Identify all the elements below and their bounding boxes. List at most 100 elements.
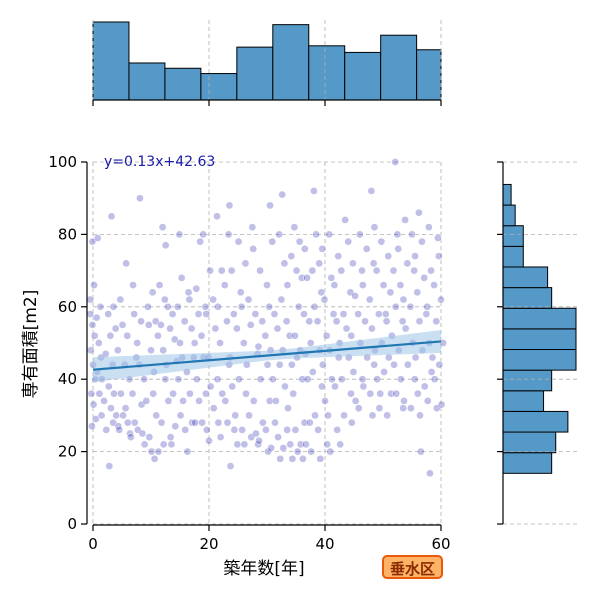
scatter-point: [90, 281, 98, 289]
scatter-point: [155, 281, 164, 289]
scatter-point: [194, 310, 203, 318]
y-histogram-bar: [502, 349, 577, 371]
scatter-point: [301, 245, 309, 253]
scatter-point: [325, 230, 333, 239]
scatter-point: [399, 295, 408, 304]
y-histogram-bar: [502, 225, 524, 247]
scatter-point: [392, 389, 401, 398]
scatter-point: [411, 353, 420, 362]
scatter-point: [107, 212, 116, 221]
x-histogram-bar: [236, 46, 274, 101]
scatter-points: [86, 158, 448, 478]
scatter-point: [334, 252, 343, 260]
y-histogram-bar: [502, 245, 524, 268]
scatter-point: [434, 234, 442, 242]
scatter-point: [320, 295, 329, 304]
scatter-point: [159, 346, 167, 355]
scatter-point: [183, 447, 192, 456]
scatter-point: [397, 375, 405, 384]
scatter-point: [365, 295, 374, 304]
scatter-point: [415, 317, 424, 326]
scatter-point: [351, 292, 359, 300]
scatter-point: [144, 321, 153, 329]
scatter-point: [90, 331, 99, 340]
scatter-point: [300, 310, 308, 318]
scatter-point: [88, 321, 97, 329]
scatter-point: [338, 375, 346, 384]
scatter-point: [209, 404, 218, 413]
scatter-point: [326, 447, 335, 456]
scatter-point: [173, 302, 182, 311]
scatter-point: [255, 436, 263, 445]
scatter-point: [180, 317, 189, 326]
scatter-point: [110, 389, 118, 398]
scatter-point: [193, 375, 201, 384]
scatter-point: [341, 216, 349, 224]
scatter-point: [305, 317, 314, 326]
scatter-point: [179, 397, 187, 405]
scatter-point: [308, 266, 317, 275]
scatter-point: [236, 288, 245, 297]
scatter-point: [404, 360, 412, 369]
scatter-point: [337, 266, 346, 275]
scatter-point: [435, 360, 444, 369]
scatter-point: [401, 216, 409, 224]
scatter-point: [351, 397, 360, 405]
scatter-point: [133, 339, 142, 347]
scatter-point: [128, 389, 137, 398]
scatter-point: [196, 237, 204, 246]
scatter-point: [166, 324, 174, 333]
scatter-point: [244, 295, 253, 304]
scatter-point: [285, 331, 294, 340]
scatter-point: [399, 404, 407, 413]
scatter-point: [109, 302, 118, 311]
scatter-point: [281, 382, 289, 391]
scatter-point: [361, 317, 369, 326]
x-tick-label: 40: [315, 535, 334, 553]
scatter-point: [107, 404, 115, 413]
scatter-point: [373, 375, 382, 384]
scatter-point: [349, 259, 357, 268]
scatter-point: [430, 375, 439, 384]
scatter-point: [291, 331, 299, 340]
scatter-point: [288, 454, 297, 463]
scatter-point: [340, 411, 348, 420]
x-histogram-bar: [200, 73, 238, 101]
scatter-point: [149, 389, 158, 398]
scatter-point: [268, 237, 277, 246]
scatter-point: [275, 230, 283, 239]
scatter-point: [391, 158, 399, 166]
y-tick-label: 60: [58, 298, 77, 316]
x-histogram-bar: [380, 34, 418, 101]
scatter-point: [296, 440, 305, 449]
scatter-point: [202, 389, 210, 398]
scatter-point: [324, 411, 332, 420]
x-histogram-bar: [164, 67, 202, 101]
scatter-point: [202, 310, 211, 318]
y-tick-label: 40: [58, 370, 77, 388]
scatter-point: [396, 281, 405, 289]
scatter-point: [142, 397, 151, 405]
scatter-point: [289, 389, 298, 398]
scatter-point: [144, 302, 152, 311]
scatter-point: [127, 433, 135, 441]
scatter-point: [211, 324, 220, 333]
scatter-point: [314, 426, 322, 434]
scatter-point: [342, 324, 351, 333]
scatter-point: [379, 281, 388, 289]
scatter-point: [416, 411, 424, 420]
scatter-point: [238, 426, 246, 434]
scatter-point: [271, 418, 279, 427]
regression-line: [92, 340, 442, 371]
scatter-point: [157, 418, 166, 427]
scatter-point: [92, 313, 101, 322]
scatter-point: [188, 418, 196, 427]
scatter-point: [330, 281, 339, 289]
y-histogram-bar: [502, 287, 553, 309]
y-tick-label: 0: [67, 515, 77, 533]
scatter-point: [97, 411, 106, 420]
scatter-point: [310, 302, 319, 311]
scatter-point: [413, 389, 422, 398]
scatter-point: [164, 397, 173, 405]
scatter-point: [148, 288, 157, 297]
